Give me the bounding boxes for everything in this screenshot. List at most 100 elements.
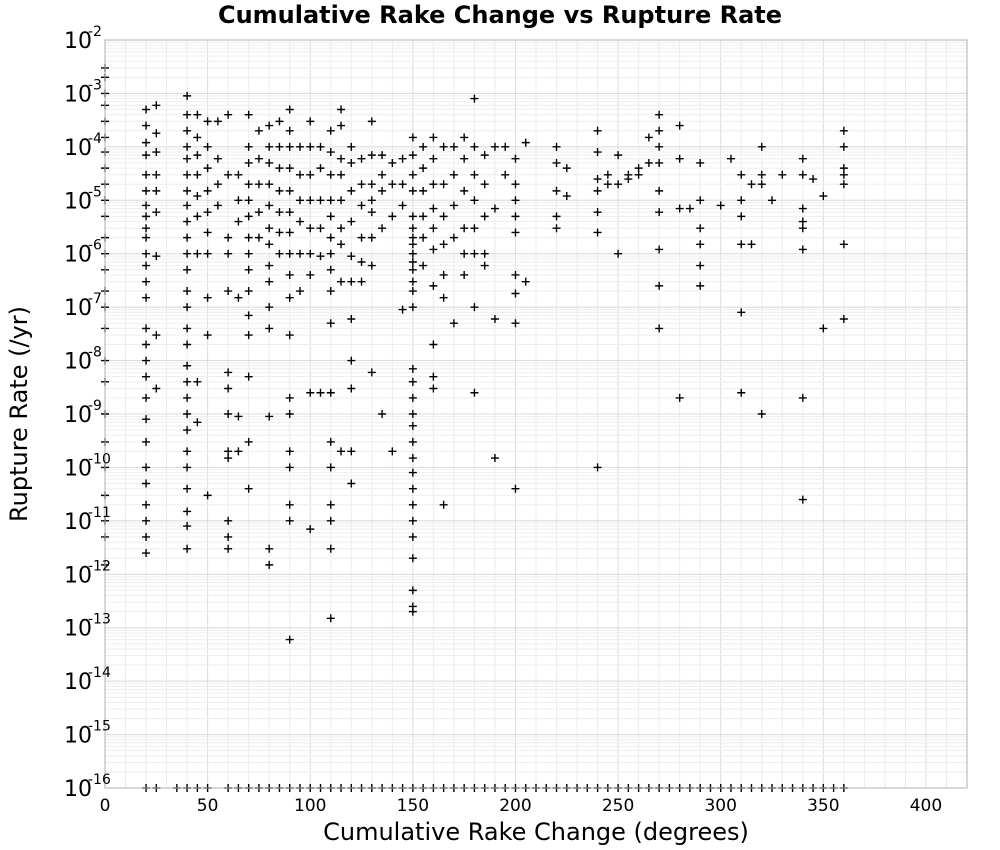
data-point [419,142,428,151]
data-point [460,154,469,163]
data-point [285,249,294,258]
data-point [152,252,161,261]
data-point [521,138,530,147]
data-point [839,240,848,249]
data-point [511,270,520,279]
data-point [183,463,192,472]
data-point [408,607,417,616]
data-point [183,544,192,553]
y-tick-label: 10-15 [64,719,111,749]
data-point [449,170,458,179]
data-point [326,614,335,623]
data-point [285,635,294,644]
y-tick-base: 10 [64,456,92,481]
data-point [142,356,151,365]
data-point [183,170,192,179]
data-point [224,544,233,553]
data-point [295,217,304,226]
data-point [367,196,376,205]
data-point [295,249,304,258]
data-point [316,142,325,151]
data-point [234,196,243,205]
data-point [768,196,777,205]
data-point [798,224,807,233]
data-point [552,212,561,221]
data-point [142,201,151,210]
data-point [193,170,202,179]
data-point [593,186,602,195]
x-tick-label: 50 [197,796,219,816]
y-tick-label: 10-7 [64,291,102,321]
data-point [603,170,612,179]
data-point [737,308,746,317]
y-tick-exponent: -13 [88,612,111,628]
data-point [388,447,397,456]
y-tick-label: 10-10 [64,451,111,481]
data-point [254,180,263,189]
data-point [244,110,253,119]
data-point [193,192,202,201]
y-tick-exponent: -6 [88,238,102,254]
data-point [429,372,438,381]
data-point [675,154,684,163]
data-point [183,484,192,493]
data-point [326,148,335,157]
y-tick-exponent: -16 [88,772,111,788]
data-point [203,293,212,302]
data-point [193,151,202,160]
data-point [408,265,417,274]
data-point [408,186,417,195]
data-point [265,303,274,312]
data-point [234,293,243,302]
data-point [265,560,274,569]
data-point [757,142,766,151]
data-point [449,142,458,151]
data-point [511,212,520,221]
data-point [224,233,233,242]
y-tick-exponent: -12 [88,558,111,574]
data-point [839,164,848,173]
data-point [624,175,633,184]
data-point [234,217,243,226]
data-point [142,138,151,147]
data-point [275,228,284,237]
data-point [295,170,304,179]
data-point [142,224,151,233]
data-point [798,393,807,402]
data-point [183,410,192,418]
data-point [275,208,284,217]
data-point [408,500,417,509]
data-point [614,249,623,258]
data-point [408,410,417,418]
data-point [429,384,438,393]
data-point [696,158,705,167]
data-point [408,233,417,242]
data-point [696,261,705,270]
data-point [675,121,684,130]
y-tick-label: 10-6 [64,238,102,268]
data-point [152,186,161,195]
data-point [326,170,335,179]
data-point [655,186,664,195]
data-point [152,170,161,179]
data-point [757,170,766,179]
data-point [285,393,294,402]
data-point [285,228,294,237]
data-point [408,151,417,160]
data-point [737,212,746,221]
y-tick-exponent: -9 [88,398,102,414]
data-point [675,393,684,402]
y-tick-label: 10-14 [64,665,111,695]
data-point [152,208,161,217]
data-point [655,126,664,135]
data-point [152,129,161,138]
data-point [367,180,376,189]
y-tick-base: 10 [64,136,92,161]
data-point [142,549,151,558]
data-point [511,180,520,189]
data-point [757,410,766,418]
data-point [357,233,366,242]
data-point [142,151,151,160]
data-point [265,201,274,210]
data-point [398,154,407,163]
